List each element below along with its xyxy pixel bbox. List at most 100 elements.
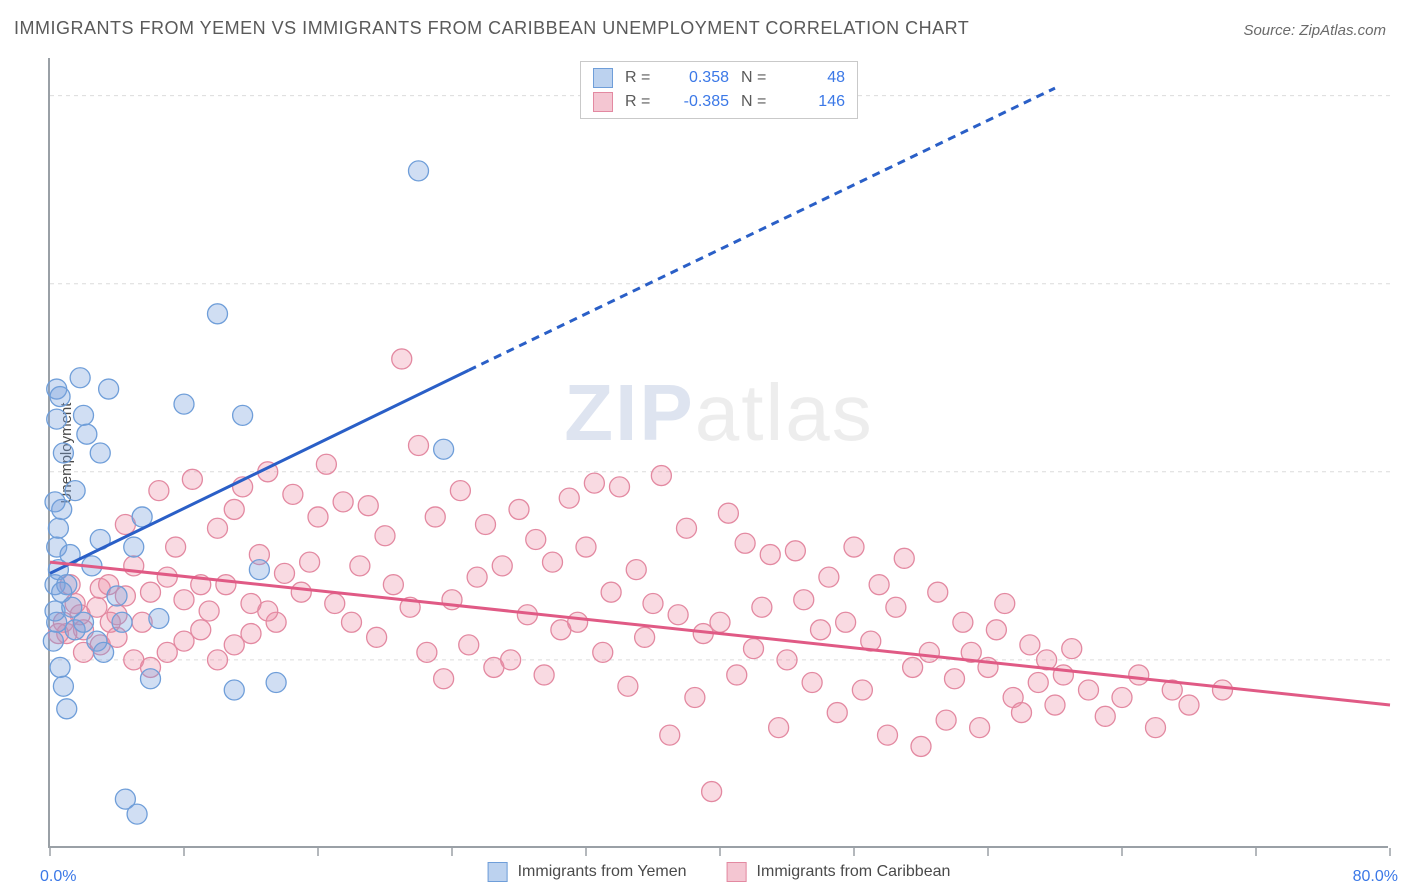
data-point	[543, 552, 563, 572]
data-point	[182, 469, 202, 489]
r-label-caribbean: R =	[625, 93, 653, 111]
data-point	[593, 642, 613, 662]
data-point	[685, 688, 705, 708]
data-point	[77, 424, 97, 444]
data-point	[1045, 695, 1065, 715]
data-point	[74, 612, 94, 632]
data-point	[57, 699, 77, 719]
legend-row-yemen: R = 0.358 N = 48	[593, 66, 845, 90]
swatch-caribbean	[593, 92, 613, 112]
data-point	[677, 518, 697, 538]
swatch-yemen	[593, 68, 613, 88]
data-point	[166, 537, 186, 557]
series-legend: Immigrants from Yemen Immigrants from Ca…	[488, 862, 951, 882]
data-point	[660, 725, 680, 745]
data-point	[124, 537, 144, 557]
plot-svg	[50, 58, 1388, 846]
data-point	[928, 582, 948, 602]
data-point	[266, 672, 286, 692]
data-point	[249, 560, 269, 580]
data-point	[710, 612, 730, 632]
data-point	[316, 454, 336, 474]
data-point	[350, 556, 370, 576]
data-point	[953, 612, 973, 632]
r-value-yemen: 0.358	[665, 69, 729, 87]
data-point	[65, 481, 85, 501]
data-point	[434, 439, 454, 459]
legend-label-caribbean: Immigrants from Caribbean	[757, 863, 951, 881]
n-label-yemen: N =	[741, 69, 769, 87]
data-point	[325, 593, 345, 613]
data-point	[383, 575, 403, 595]
data-point	[107, 586, 127, 606]
legend-item-yemen: Immigrants from Yemen	[488, 862, 687, 882]
data-point	[534, 665, 554, 685]
data-point	[224, 680, 244, 700]
data-point	[1146, 718, 1166, 738]
data-point	[174, 394, 194, 414]
data-point	[112, 612, 132, 632]
data-point	[199, 601, 219, 621]
data-point	[819, 567, 839, 587]
data-point	[127, 804, 147, 824]
data-point	[224, 499, 244, 519]
data-point	[1095, 706, 1115, 726]
data-point	[769, 718, 789, 738]
data-point	[300, 552, 320, 572]
data-point	[1213, 680, 1233, 700]
data-point	[459, 635, 479, 655]
legend-swatch-caribbean	[727, 862, 747, 882]
data-point	[995, 593, 1015, 613]
data-point	[174, 631, 194, 651]
data-point	[308, 507, 328, 527]
regression-line-extrapolated-yemen	[469, 88, 1055, 370]
data-point	[610, 477, 630, 497]
data-point	[90, 443, 110, 463]
data-point	[174, 590, 194, 610]
data-point	[844, 537, 864, 557]
data-point	[1020, 635, 1040, 655]
data-point	[869, 575, 889, 595]
data-point	[651, 466, 671, 486]
data-point	[275, 563, 295, 583]
n-value-caribbean: 146	[781, 93, 845, 111]
legend-label-yemen: Immigrants from Yemen	[518, 863, 687, 881]
data-point	[509, 499, 529, 519]
data-point	[568, 612, 588, 632]
data-point	[157, 567, 177, 587]
data-point	[752, 597, 772, 617]
legend-swatch-yemen	[488, 862, 508, 882]
data-point	[45, 492, 65, 512]
n-value-yemen: 48	[781, 69, 845, 87]
data-point	[392, 349, 412, 369]
data-point	[149, 609, 169, 629]
data-point	[727, 665, 747, 685]
data-point	[501, 650, 521, 670]
data-point	[1079, 680, 1099, 700]
legend-item-caribbean: Immigrants from Caribbean	[727, 862, 951, 882]
data-point	[735, 533, 755, 553]
chart-title: IMMIGRANTS FROM YEMEN VS IMMIGRANTS FROM…	[14, 18, 969, 39]
data-point	[50, 387, 70, 407]
data-point	[911, 736, 931, 756]
series-caribbean	[48, 349, 1232, 802]
data-point	[233, 405, 253, 425]
data-point	[258, 601, 278, 621]
data-point	[1129, 665, 1149, 685]
data-point	[760, 545, 780, 565]
data-point	[208, 304, 228, 324]
data-point	[191, 620, 211, 640]
data-point	[878, 725, 898, 745]
data-point	[157, 642, 177, 662]
data-point	[99, 379, 119, 399]
data-point	[141, 669, 161, 689]
data-point	[141, 582, 161, 602]
data-point	[886, 597, 906, 617]
data-point	[526, 530, 546, 550]
data-point	[241, 624, 261, 644]
x-axis-max-label: 80.0%	[1353, 868, 1398, 886]
data-point	[216, 575, 236, 595]
data-point	[375, 526, 395, 546]
data-point	[434, 669, 454, 689]
data-point	[668, 605, 688, 625]
